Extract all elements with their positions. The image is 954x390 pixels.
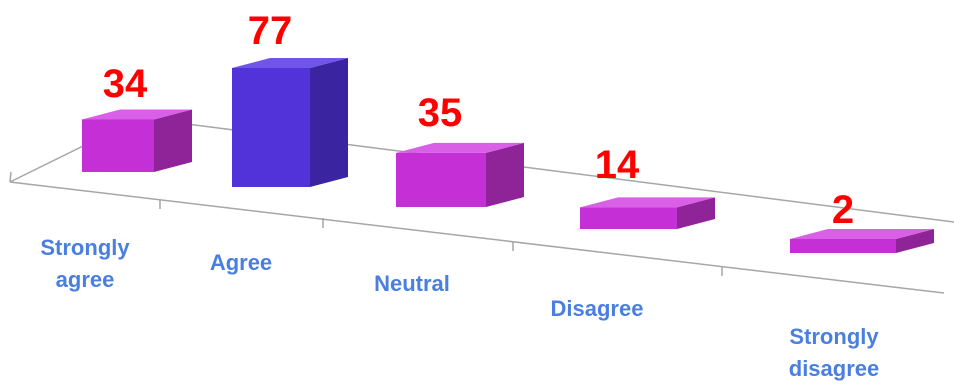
category-label-strongly-agree: Strongly agree bbox=[40, 235, 130, 292]
bar-side-disagree bbox=[677, 197, 715, 229]
bar-side-agree bbox=[310, 58, 348, 187]
value-label-strongly-disagree: 2 bbox=[832, 188, 854, 232]
value-label-disagree: 14 bbox=[595, 143, 640, 187]
bars-group bbox=[82, 58, 934, 253]
category-labels-group: Strongly agree Agree Neutral Disagree Strongl… bbox=[40, 235, 879, 381]
value-label-strongly-agree: 34 bbox=[103, 62, 148, 106]
category-label-disagree: Disagree bbox=[551, 296, 644, 321]
bar-front-strongly-disagree bbox=[790, 239, 896, 253]
bar-top-strongly-disagree bbox=[790, 229, 934, 239]
bar-top-agree bbox=[232, 58, 348, 68]
bar-agree bbox=[232, 58, 348, 187]
bar-front-agree bbox=[232, 68, 310, 187]
category-label-strongly-disagree: Strongly disagree bbox=[789, 324, 880, 381]
category-label-neutral: Neutral bbox=[374, 271, 450, 296]
category-label-agree: Agree bbox=[210, 250, 272, 275]
bar-disagree bbox=[580, 197, 715, 229]
bar-top-disagree bbox=[580, 197, 715, 208]
bar-side-strongly-agree bbox=[154, 109, 192, 172]
floor-front-edge bbox=[9, 181, 945, 294]
bar-front-neutral bbox=[396, 152, 486, 207]
value-labels-group: 34 77 35 14 2 bbox=[103, 9, 854, 232]
axis-tick bbox=[9, 171, 12, 183]
bar-neutral bbox=[396, 142, 524, 207]
bar-top-strongly-agree bbox=[82, 109, 192, 120]
bar-strongly-disagree bbox=[790, 229, 934, 253]
bar-side-strongly-disagree bbox=[896, 229, 934, 253]
bar-front-strongly-agree bbox=[82, 119, 154, 172]
bar-front-disagree bbox=[580, 207, 677, 229]
value-label-neutral: 35 bbox=[418, 91, 463, 135]
value-label-agree: 77 bbox=[248, 9, 293, 53]
bar-side-neutral bbox=[486, 142, 524, 207]
bar-top-neutral bbox=[396, 142, 524, 153]
bar-strongly-agree bbox=[82, 109, 192, 172]
